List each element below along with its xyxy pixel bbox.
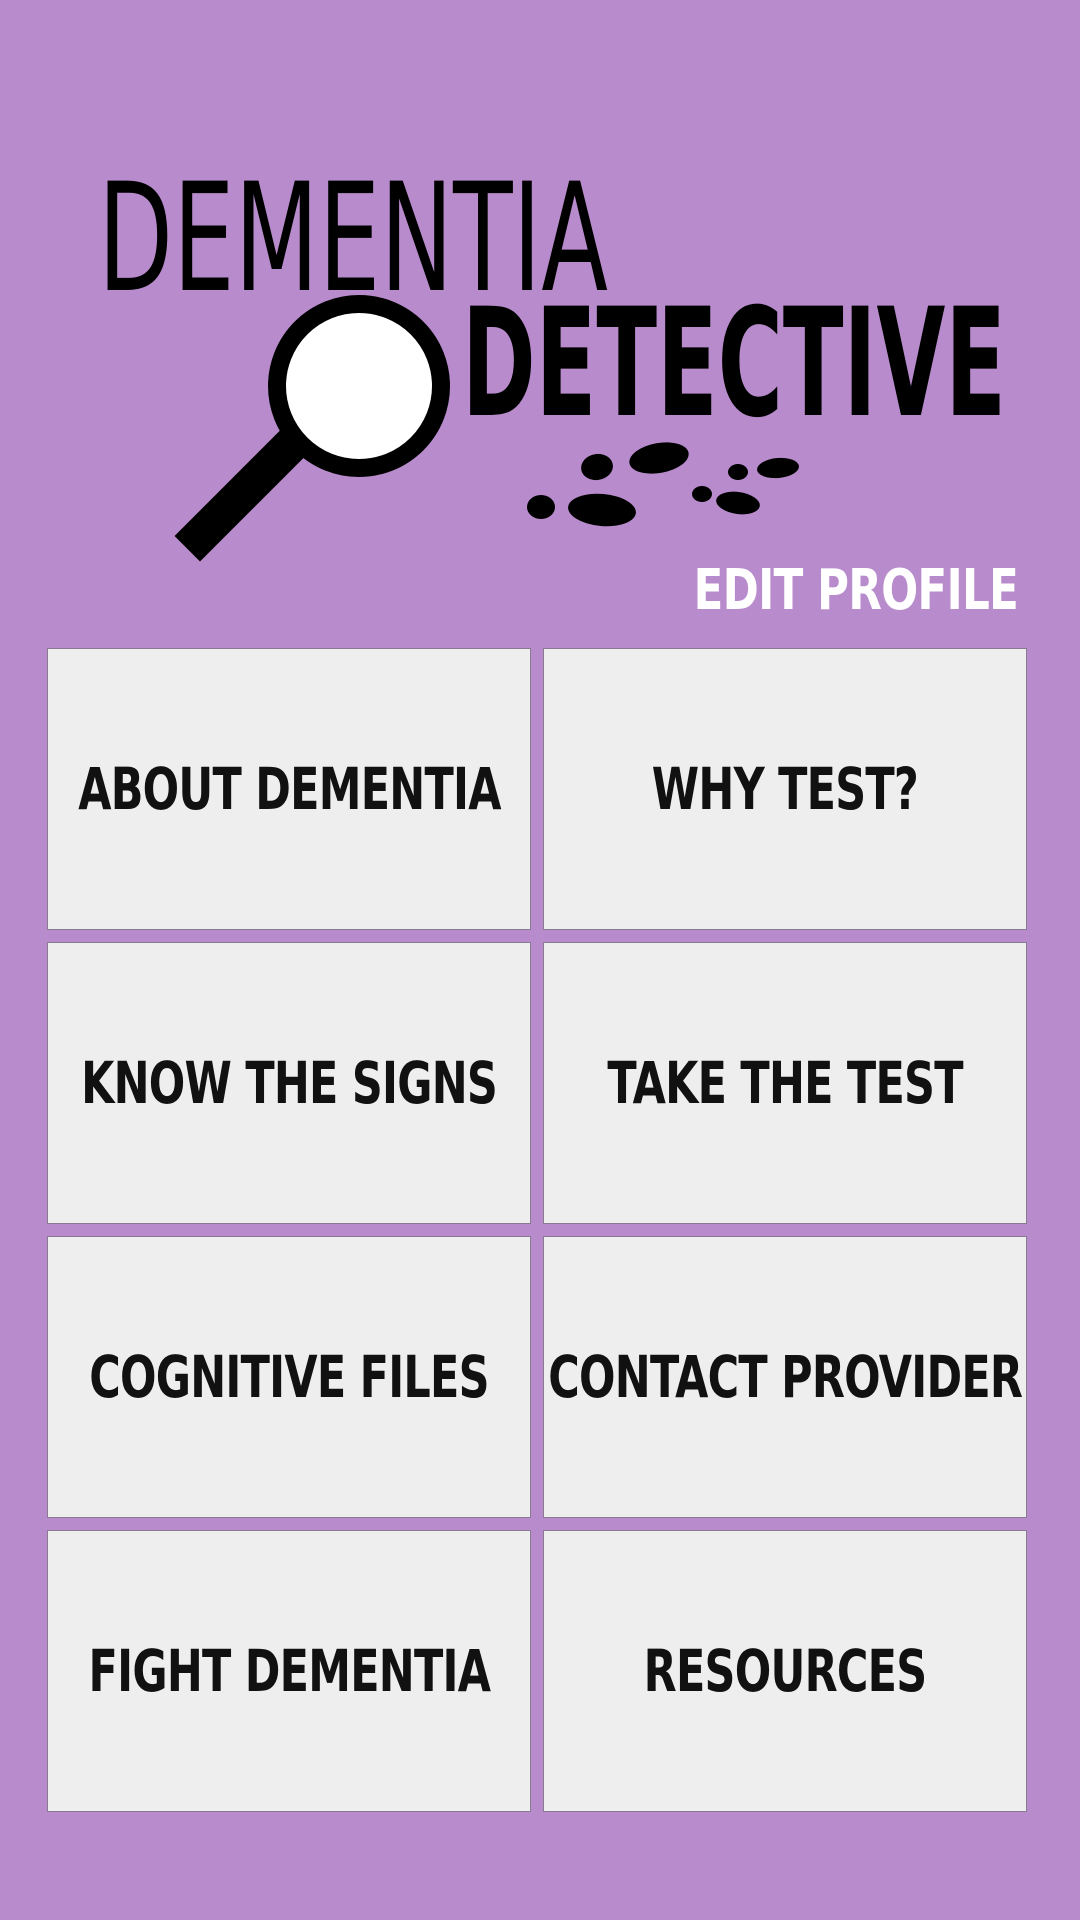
magnifying-glass-icon	[174, 295, 450, 562]
menu-tile-know-the-signs[interactable]: KNOW THE SIGNS	[47, 942, 531, 1224]
menu-tile-why-test[interactable]: WHY TEST?	[543, 648, 1027, 930]
menu-tile-about-dementia[interactable]: ABOUT DEMENTIA	[47, 648, 531, 930]
menu-tile-label: FIGHT DEMENTIA	[88, 1637, 490, 1705]
menu-tile-label: WHY TEST?	[651, 755, 919, 823]
menu-tile-label: ABOUT DEMENTIA	[77, 755, 501, 823]
menu-tile-contact-provider[interactable]: CONTACT PROVIDER	[543, 1236, 1027, 1518]
menu-tile-label: CONTACT PROVIDER	[548, 1343, 1023, 1411]
main-menu-grid: ABOUT DEMENTIA WHY TEST? KNOW THE SIGNS …	[47, 648, 1027, 1812]
menu-tile-label: KNOW THE SIGNS	[81, 1049, 498, 1117]
menu-tile-label: COGNITIVE FILES	[89, 1343, 489, 1411]
logo-word-detective: DETECTIVE	[462, 277, 1006, 451]
menu-tile-label: TAKE THE TEST	[607, 1049, 963, 1117]
menu-tile-label: RESOURCES	[643, 1637, 927, 1705]
menu-tile-resources[interactable]: RESOURCES	[543, 1530, 1027, 1812]
footprints-icon	[527, 442, 799, 527]
menu-tile-take-the-test[interactable]: TAKE THE TEST	[543, 942, 1027, 1224]
app-logo: DEMENTIA DETECTIVE	[0, 0, 1080, 570]
menu-tile-cognitive-files[interactable]: COGNITIVE FILES	[47, 1236, 531, 1518]
edit-profile-button[interactable]: EDIT PROFILE	[693, 558, 1018, 623]
menu-tile-fight-dementia[interactable]: FIGHT DEMENTIA	[47, 1530, 531, 1812]
